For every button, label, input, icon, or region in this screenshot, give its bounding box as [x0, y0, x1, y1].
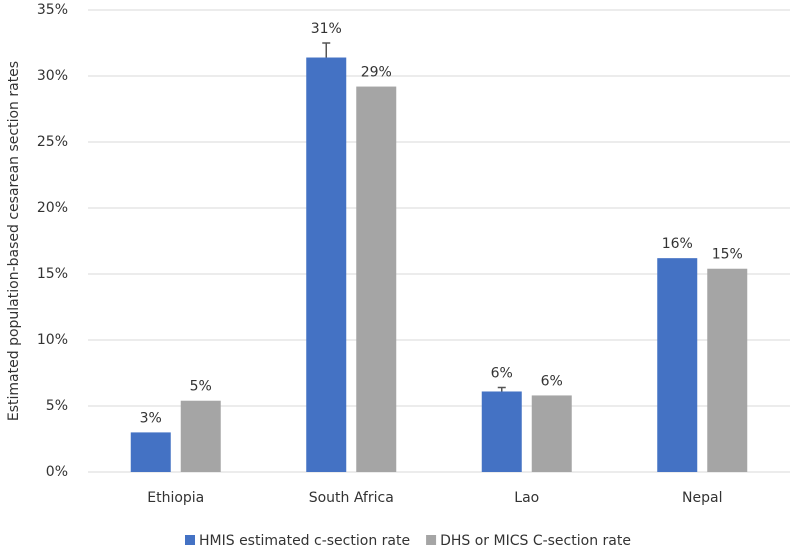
x-tick-label: South Africa — [309, 490, 394, 506]
bar — [130, 432, 171, 472]
y-tick-label: 0% — [46, 464, 68, 480]
y-axis-title: Estimated population-based cesarean sect… — [6, 61, 22, 421]
bar — [481, 391, 522, 472]
data-label: 16% — [662, 236, 693, 252]
error-bar — [497, 386, 506, 392]
legend-swatch — [426, 535, 437, 545]
bar — [356, 86, 397, 472]
y-tick-label: 15% — [37, 266, 68, 282]
y-tick-label: 35% — [37, 2, 68, 18]
error-bar — [322, 42, 331, 58]
y-tick-label: 5% — [46, 398, 68, 414]
x-tick-label: Nepal — [682, 490, 722, 506]
y-tick-label: 25% — [37, 134, 68, 150]
data-label: 6% — [541, 373, 563, 389]
legend-swatch — [185, 535, 195, 545]
bar — [306, 57, 347, 473]
y-tick-label: 30% — [37, 68, 68, 84]
bar — [707, 268, 748, 472]
data-label: 29% — [361, 65, 392, 81]
data-label: 15% — [712, 247, 743, 263]
x-tick-label: Ethiopia — [147, 490, 204, 506]
data-label: 3% — [140, 410, 162, 426]
bar — [531, 395, 572, 472]
data-label: 5% — [190, 379, 212, 395]
bar — [180, 400, 221, 472]
y-tick-label: 10% — [37, 332, 68, 348]
x-tick-label: Lao — [514, 490, 539, 506]
data-label: 6% — [491, 366, 513, 382]
legend-label: DHS or MICS C-section rate — [440, 533, 631, 549]
legend-label: HMIS estimated c-section rate — [199, 533, 410, 549]
y-tick-label: 20% — [37, 200, 68, 216]
data-label: 31% — [311, 21, 342, 37]
bar — [657, 258, 698, 472]
